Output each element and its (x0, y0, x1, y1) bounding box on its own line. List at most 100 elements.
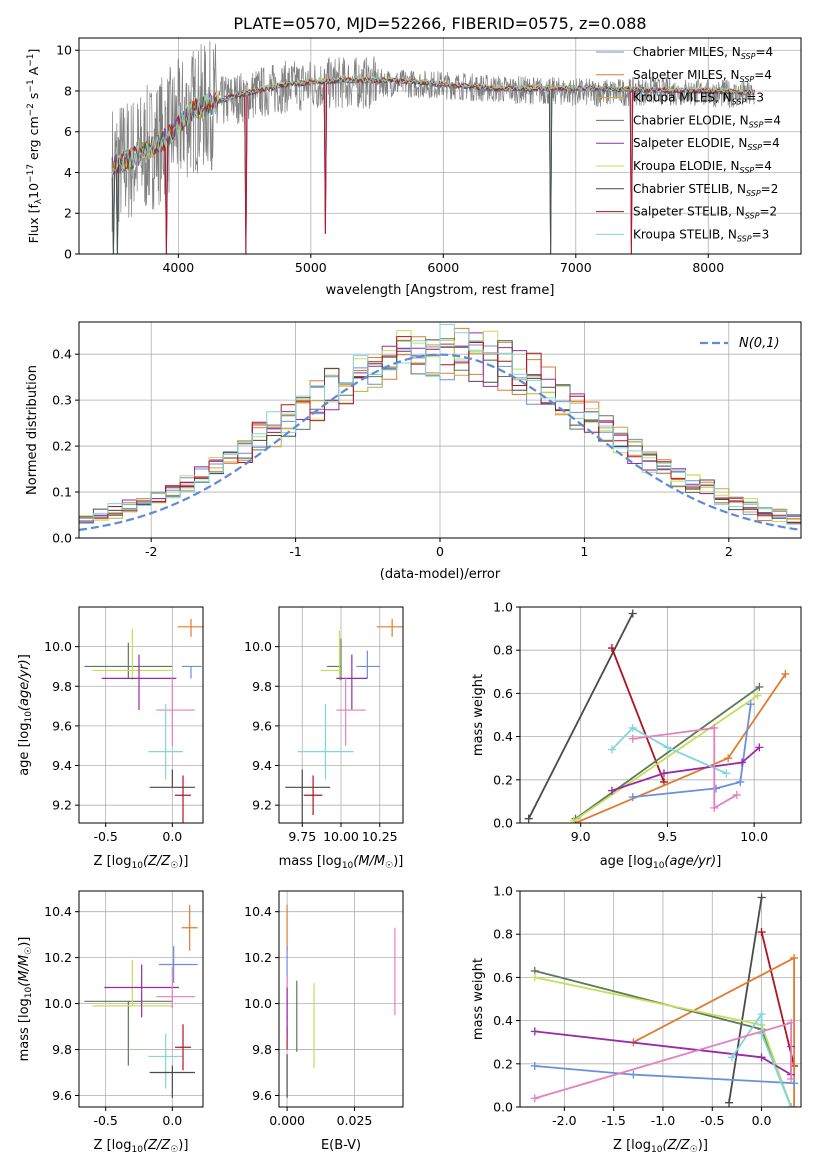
plot-area (524, 609, 790, 823)
y-tick-label: 0.4 (493, 729, 513, 744)
weight-marker (755, 682, 764, 691)
weight-marker (607, 786, 616, 795)
panel-spectrum: 4000 5000 6000 7000 8000 0 2 4 6 8 10 wavelength [A… (26, 37, 802, 298)
y-tick-label: 9.6 (252, 1088, 272, 1103)
y-tick-label: 10.0 (244, 996, 272, 1011)
weight-line (760, 931, 795, 1067)
axes-frame (278, 890, 404, 1108)
weight-marker (629, 1070, 638, 1079)
y-tick-label: 9.6 (52, 1088, 72, 1103)
legend-entry: N(0,1) (739, 336, 780, 351)
y-axis-label: Normed distribution (25, 365, 40, 495)
x-tick-label: 4000 (162, 260, 194, 275)
y-tick-label: 10.2 (244, 950, 272, 965)
y-tick-label: 0.0 (493, 1100, 513, 1115)
weight-marker (530, 1027, 539, 1036)
legend-entry: Chabrier ELODIE, NSSP=4 (633, 113, 781, 129)
weight-marker (530, 1094, 539, 1103)
weight-marker (530, 973, 539, 982)
y-tick-label: 9.6 (252, 718, 272, 733)
axes-frame (519, 890, 802, 1108)
x-tick-label: 0 (436, 544, 444, 559)
x-tick-label: 9.0 (571, 829, 591, 844)
panel-age_mass: 9.75 10.00 10.25 9.2 9.4 9.6 9.8 10.0 mass [log1… (244, 606, 404, 871)
x-axis-label: mass [log10(M/M☉)] (279, 854, 404, 871)
x-tick-label: -2 (145, 544, 157, 559)
y-tick-label: 9.8 (52, 1042, 72, 1057)
y-tick-label: 0.4 (52, 347, 72, 362)
y-tick-label: 10.2 (44, 950, 72, 965)
y-tick-label: 0.2 (52, 439, 72, 454)
spectrum-data-line (111, 41, 755, 254)
x-tick-label: 7000 (560, 260, 592, 275)
legend-entry: Chabrier MILES, NSSP=4 (633, 45, 773, 61)
y-tick-label: 10.4 (244, 904, 272, 919)
x-tick-label: 9.5 (657, 829, 677, 844)
weight-marker (663, 743, 672, 752)
weight-marker (738, 758, 747, 767)
spectrum-model-line (111, 75, 756, 176)
plot-area (111, 41, 756, 254)
weight-marker (712, 784, 721, 793)
weight-marker (755, 743, 764, 752)
y-tick-label: 1.0 (493, 884, 513, 899)
x-tick-label: -1 (289, 544, 301, 559)
y-tick-label: 0.8 (493, 643, 513, 658)
x-tick-label: 1 (580, 544, 588, 559)
weight-marker (659, 769, 668, 778)
axes-frame (78, 37, 802, 255)
y-tick-label: 4 (64, 165, 72, 180)
y-tick-label: 8 (64, 83, 72, 98)
weight-marker (530, 1061, 539, 1070)
x-tick-label: 6000 (427, 260, 459, 275)
legend-entry: Salpeter STELIB, NSSP=2 (633, 205, 777, 221)
legend-entry: Chabrier STELIB, NSSP=2 (633, 182, 778, 198)
weight-marker (790, 1103, 799, 1107)
x-tick-label: -1.5 (601, 1113, 625, 1128)
y-tick-label: 0.6 (493, 686, 513, 701)
weight-marker (710, 803, 719, 812)
x-tick-label: 10.0 (740, 829, 768, 844)
x-tick-label: 0.025 (337, 1113, 373, 1128)
plot-area (530, 893, 799, 1107)
weight-marker (790, 953, 799, 962)
y-tick-label: 1.0 (493, 600, 513, 615)
weight-marker (722, 769, 731, 778)
plot-area (285, 618, 403, 823)
y-tick-label: 10.0 (44, 996, 72, 1011)
y-tick-label: 10.4 (44, 904, 72, 919)
weight-line (728, 897, 763, 1103)
weight-marker (607, 644, 616, 653)
normal-curve (79, 353, 799, 531)
x-tick-label: 5000 (295, 260, 327, 275)
x-tick-label: 2 (725, 544, 733, 559)
x-tick-label: 0.0 (162, 829, 182, 844)
weight-line (611, 726, 727, 775)
panel-residuals: -2 -1 0 1 2 0.0 0.1 0.2 0.3 0.4 N(0,1) (data-model)… (25, 321, 802, 582)
weight-marker (524, 814, 533, 823)
x-tick-label: -0.5 (93, 1113, 117, 1128)
x-tick-label: 10.25 (362, 829, 398, 844)
legend-entry: Kroupa STELIB, NSSP=3 (633, 227, 769, 243)
weight-marker (753, 691, 762, 700)
y-tick-label: 9.8 (252, 679, 272, 694)
x-tick-label: 0.0 (162, 1113, 182, 1128)
x-tick-label: 8000 (692, 260, 724, 275)
legend-entry: Salpeter MILES, NSSP=4 (633, 68, 772, 84)
y-tick-label: 9.4 (252, 758, 272, 773)
x-axis-label: (data-model)/error (380, 567, 501, 582)
spectrum-legend: Chabrier MILES, NSSP=4 Salpeter MILES, NS… (596, 45, 781, 243)
y-tick-label: 9.2 (252, 798, 272, 813)
panel-age_Z: -0.5 0.0 9.2 9.4 9.6 9.8 10.0 Z [log10(Z/Z☉)] ag… (17, 606, 204, 871)
panel-weight_age: 9.0 9.5 10.0 0.0 0.2 0.4 0.6 0.8 1.0 age [log10(a… (471, 600, 802, 871)
weight-line (611, 746, 760, 792)
weight-line (632, 704, 752, 798)
weight-line (611, 647, 665, 783)
x-tick-label: 0.000 (269, 1113, 305, 1128)
weight-marker (757, 928, 766, 937)
weight-line (632, 956, 795, 1107)
x-tick-label: -2.0 (552, 1113, 576, 1128)
x-tick-label: 10.00 (323, 829, 359, 844)
y-tick-label: 0.2 (493, 772, 513, 787)
